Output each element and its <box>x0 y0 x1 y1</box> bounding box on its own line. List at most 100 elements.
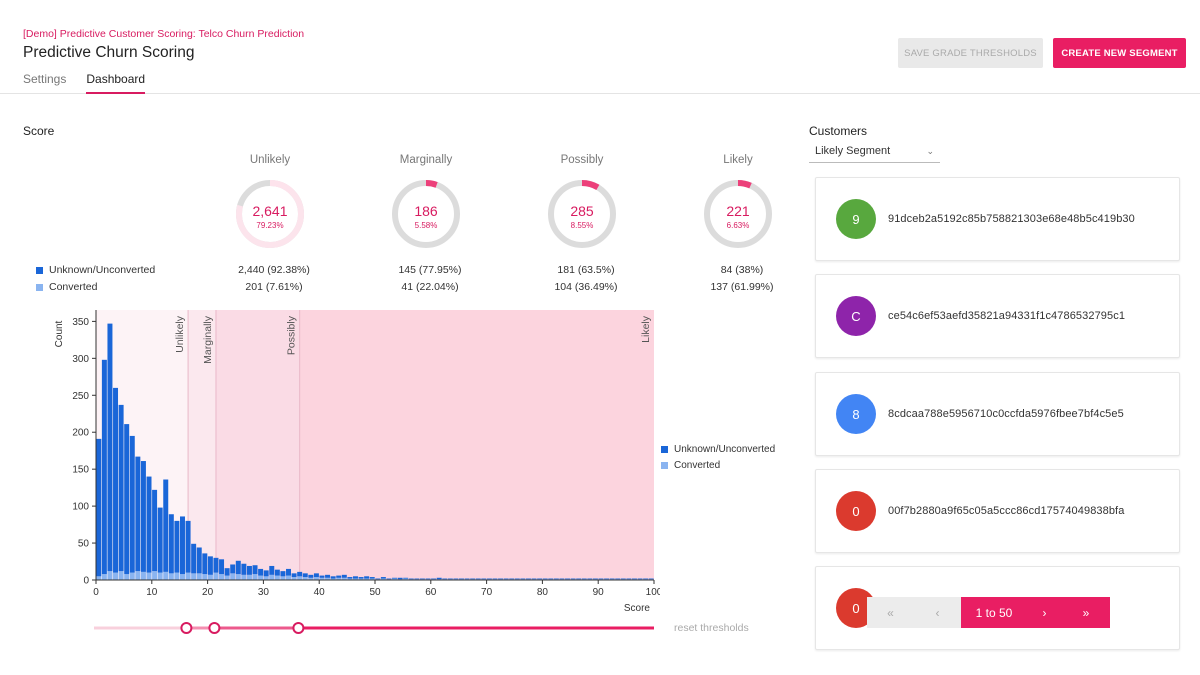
donut-marginally <box>392 180 460 248</box>
bar-unconverted <box>414 578 420 580</box>
bar-unconverted <box>152 489 158 572</box>
x-tick-label: 30 <box>258 587 270 598</box>
bar-unconverted <box>319 575 325 578</box>
bar-unconverted <box>107 323 113 572</box>
bar-unconverted <box>202 553 208 575</box>
reset-thresholds-link[interactable]: reset thresholds <box>674 622 749 634</box>
tab-settings[interactable]: Settings <box>23 72 67 86</box>
create-new-segment-button[interactable]: CREATE NEW SEGMENT <box>1053 38 1186 68</box>
bar-converted <box>280 576 286 580</box>
y-tick-label: 200 <box>72 428 89 439</box>
bar-unconverted <box>230 564 236 574</box>
y-tick-label: 350 <box>72 317 89 328</box>
x-tick-label: 100 <box>646 587 660 598</box>
customer-card[interactable]: 9 91dceb2a5192c85b758821303e68e48b5c419b… <box>815 177 1180 261</box>
first-page-button[interactable]: « <box>867 597 914 628</box>
customer-card[interactable]: 8 8cdcaa788e5956710c0ccfda5976fbee7bf4c5… <box>815 372 1180 456</box>
bar-unconverted <box>380 577 386 579</box>
segment-select[interactable]: Likely Segment ⌄ <box>809 145 940 163</box>
bar-unconverted <box>375 578 381 580</box>
stat-possibly-unconverted: 181 (63.5%) <box>557 264 615 276</box>
next-page-button[interactable]: › <box>1027 597 1062 628</box>
bar-unconverted <box>358 577 364 579</box>
pagination: « ‹ 1 to 50 › » <box>867 597 1110 628</box>
slider-handle[interactable] <box>208 622 221 634</box>
bar-converted <box>196 573 202 580</box>
bar-converted <box>118 571 124 580</box>
bar-unconverted <box>503 578 509 580</box>
bar-unconverted <box>246 565 252 575</box>
last-page-button[interactable]: » <box>1062 597 1110 628</box>
donut-arc <box>236 180 304 248</box>
bar-unconverted <box>313 573 319 578</box>
bar-converted <box>308 577 314 580</box>
customer-id: 00f7b2880a9f65c05a5ccc86cd17574049838bfa <box>888 505 1125 517</box>
bar-unconverted <box>520 578 526 580</box>
bar-converted <box>252 574 258 580</box>
slider-handle[interactable] <box>292 622 305 634</box>
bar-converted <box>185 572 191 580</box>
bar-unconverted <box>386 578 392 580</box>
slider-handle[interactable] <box>180 622 193 634</box>
x-axis-label: Score <box>624 603 651 614</box>
bar-unconverted <box>168 514 174 574</box>
bar-converted <box>146 572 152 580</box>
breadcrumb[interactable]: [Demo] Predictive Customer Scoring: Telc… <box>23 28 305 40</box>
customer-card[interactable]: 0 00f7b2880a9f65c05a5ccc86cd17574049838b… <box>815 469 1180 553</box>
score-histogram: Unlikely Marginally Possibly Likely05010015… <box>54 310 660 614</box>
bar-unconverted <box>509 578 515 580</box>
save-grade-thresholds-button[interactable]: SAVE GRADE THRESHOLDS <box>898 38 1043 68</box>
bar-unconverted <box>157 507 163 573</box>
bar-unconverted <box>219 559 225 575</box>
chart-legend-swatch-unconverted <box>661 446 668 453</box>
bar-unconverted <box>525 578 531 580</box>
bar-converted <box>330 578 336 580</box>
grade-label-possibly: Possibly <box>560 154 604 166</box>
bar-unconverted <box>252 565 258 575</box>
threshold-slider[interactable] <box>93 620 655 636</box>
bar-unconverted <box>548 578 554 580</box>
bar-converted <box>258 575 264 580</box>
bar-unconverted <box>235 560 241 575</box>
bar-unconverted <box>403 577 409 579</box>
bar-converted <box>168 573 174 580</box>
bar-unconverted <box>576 578 582 580</box>
bar-unconverted <box>643 578 649 580</box>
customer-card[interactable]: C ce54c6ef53aefd35821a94331f1c4786532795… <box>815 274 1180 358</box>
bar-unconverted <box>213 557 219 573</box>
avatar: C <box>836 296 876 336</box>
prev-page-button[interactable]: ‹ <box>914 597 961 628</box>
bar-unconverted <box>118 404 124 572</box>
donut-arc <box>704 180 772 248</box>
page-title: Predictive Churn Scoring <box>23 44 195 61</box>
bar-unconverted <box>531 578 537 580</box>
bar-unconverted <box>274 569 280 576</box>
x-tick-label: 90 <box>593 587 605 598</box>
bar-converted <box>202 574 208 580</box>
donut-arc <box>548 180 616 248</box>
avatar: 8 <box>836 394 876 434</box>
bar-unconverted <box>486 578 492 580</box>
bar-unconverted <box>475 578 481 580</box>
y-tick-label: 250 <box>72 391 89 402</box>
bar-unconverted <box>263 570 269 577</box>
bar-converted <box>352 578 358 580</box>
bar-unconverted <box>124 424 130 575</box>
grade-label-likely: Likely <box>723 154 753 166</box>
bar-unconverted <box>352 576 358 579</box>
bar-unconverted <box>592 578 598 580</box>
page-range: 1 to 50 <box>961 597 1027 628</box>
chart-legend-label-unconverted: Unknown/Unconverted <box>674 444 776 455</box>
x-tick-label: 40 <box>314 587 326 598</box>
tab-dashboard[interactable]: Dashboard <box>86 72 146 94</box>
x-tick-label: 60 <box>425 587 437 598</box>
bar-unconverted <box>207 556 213 575</box>
legend-swatch-unconverted <box>36 266 43 274</box>
bar-unconverted <box>191 543 197 574</box>
stat-unlikely-unconverted: 2,440 (92.38%) <box>238 264 310 276</box>
bar-converted <box>191 573 197 580</box>
bar-unconverted <box>637 578 643 580</box>
donut-likely <box>704 180 772 248</box>
y-tick-label: 150 <box>72 465 89 476</box>
bar-converted <box>392 578 398 580</box>
